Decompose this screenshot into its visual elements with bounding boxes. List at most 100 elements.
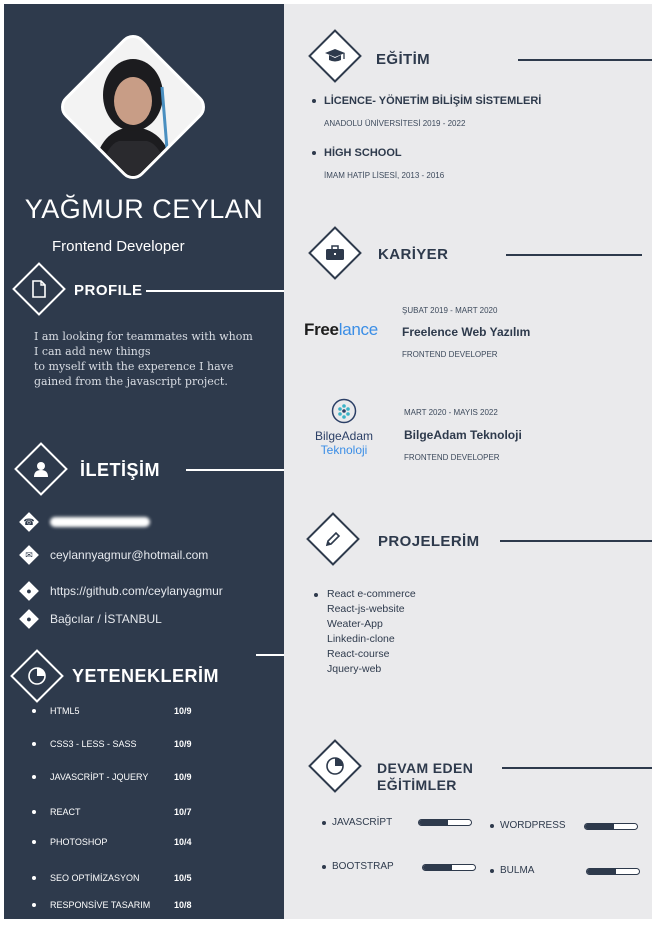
contact-phone: ☎: [19, 512, 150, 532]
main-column: EĞİTİM LİCENCE- YÖNETİM BİLİŞİM SİSTEMLE…: [284, 4, 652, 919]
ongoing-heading-line: EĞİTİMLER: [377, 777, 457, 793]
course-name: JAVASCRİPT: [332, 817, 393, 828]
profile-heading: PROFILE: [74, 282, 143, 299]
skill-item: RESPONSİVE TASARIM 10/8: [32, 900, 192, 910]
skill-item: CSS3 - LESS - SASS 10/9: [32, 739, 192, 749]
ongoing-course: JAVASCRİPT: [322, 817, 392, 828]
skill-item: JAVASCRİPT - JQUERY 10/9: [32, 772, 192, 782]
skill-score: 10/4: [174, 837, 192, 847]
job-company: BilgeAdam Teknoloji: [404, 428, 522, 442]
profile-summary: I am looking for teammates with whom I c…: [34, 329, 274, 389]
skill-score: 10/7: [174, 807, 192, 817]
contact-heading: İLETİŞİM: [80, 460, 160, 480]
logo-text: BilgeAdam: [314, 429, 374, 443]
skill-name: SEO OPTİMİZASYON: [50, 873, 140, 883]
divider: [256, 654, 284, 656]
contact-email[interactable]: ✉ ceylannyagmur@hotmail.com: [19, 545, 209, 565]
pencil-icon: [306, 512, 360, 566]
course-name: BULMA: [500, 865, 535, 876]
project-list: React e-commerce React-js-website Weater…: [314, 587, 416, 677]
email-address[interactable]: ceylannyagmur@hotmail.com: [50, 548, 209, 562]
summary-line: to myself with the experence I have: [34, 360, 234, 373]
logo-text: Teknoloji: [320, 443, 368, 457]
skill-name: PHOTOSHOP: [50, 837, 108, 847]
course-name: WORDPRESS: [500, 820, 566, 831]
ongoing-heading-line: DEVAM EDEN: [377, 760, 474, 776]
pie-chart-icon: [308, 739, 362, 793]
sidebar: YAĞMUR CEYLAN Frontend Developer PROFILE…: [4, 4, 284, 919]
projects-heading: PROJELERİM: [378, 533, 480, 550]
skill-score: 10/9: [174, 739, 192, 749]
skill-item: REACT 10/7: [32, 807, 192, 817]
user-icon: [14, 442, 68, 496]
briefcase-icon: [308, 226, 362, 280]
ongoing-heading: DEVAM EDEN EĞİTİMLER: [377, 760, 473, 794]
divider: [186, 469, 284, 471]
list-item: React-course: [327, 648, 390, 660]
progress-bar: [584, 823, 638, 830]
graduation-cap-icon: [308, 29, 362, 83]
phone-icon: ☎: [19, 512, 39, 532]
job-dates: MART 2020 - MAYIS 2022: [404, 408, 498, 417]
job-role: FRONTEND DEVELOPER: [402, 350, 498, 359]
summary-line: gained from the javascript project.: [34, 375, 228, 388]
skill-score: 10/9: [174, 706, 192, 716]
skill-score: 10/8: [174, 900, 192, 910]
progress-bar: [586, 868, 640, 875]
progress-bar: [422, 864, 476, 871]
skill-name: CSS3 - LESS - SASS: [50, 739, 137, 749]
location-text: Bağcılar / İSTANBUL: [50, 612, 162, 626]
list-item: React-js-website: [327, 603, 405, 615]
divider: [146, 290, 284, 292]
skill-item: PHOTOSHOP 10/4: [32, 837, 192, 847]
job-title: Frontend Developer: [52, 238, 185, 255]
skill-name: RESPONSİVE TASARIM: [50, 900, 151, 910]
education-school: İMAM HATİP LİSESİ, 2013 - 2016: [324, 171, 445, 180]
list-item: Linkedin-clone: [327, 633, 395, 645]
skill-item: SEO OPTİMİZASYON 10/5: [32, 873, 192, 883]
link-icon: ●: [19, 581, 39, 601]
ongoing-course: BOOTSTRAP: [322, 861, 394, 872]
education-heading: EĞİTİM: [376, 51, 431, 68]
job-role: FRONTEND DEVELOPER: [404, 453, 500, 462]
contact-location: ● Bağcılar / İSTANBUL: [19, 609, 162, 629]
list-item: React e-commerce: [314, 587, 416, 602]
profile-photo: [55, 29, 211, 185]
skill-score: 10/9: [174, 772, 192, 782]
bilgeadam-emblem-icon: [331, 398, 357, 424]
list-item: Weater-App: [327, 618, 383, 630]
divider: [502, 767, 652, 769]
education-degree: LİCENCE- YÖNETİM BİLİŞİM SİSTEMLERİ: [312, 95, 541, 107]
ongoing-course: BULMA: [490, 865, 534, 876]
github-link[interactable]: https://github.com/ceylanyagmur: [50, 584, 223, 598]
freelance-logo: Freelance: [304, 320, 378, 339]
progress-bar: [418, 819, 472, 826]
skill-name: HTML5: [50, 706, 80, 716]
skill-name: JAVASCRİPT - JQUERY: [50, 772, 149, 782]
career-heading: KARİYER: [378, 246, 449, 263]
degree-title: HİGH SCHOOL: [324, 147, 402, 159]
document-icon: [12, 262, 66, 316]
summary-line: I am looking for teammates with whom: [34, 330, 253, 343]
bilgeadam-logo: BilgeAdam Teknoloji: [304, 398, 384, 457]
contact-github[interactable]: ● https://github.com/ceylanyagmur: [19, 581, 223, 601]
list-item: Jquery-web: [327, 663, 382, 675]
ongoing-course: WORDPRESS: [490, 820, 566, 831]
redacted-phone: [50, 517, 150, 527]
course-name: BOOTSTRAP: [332, 861, 394, 872]
skill-name: REACT: [50, 807, 81, 817]
skill-score: 10/5: [174, 873, 192, 883]
pie-chart-icon: [10, 649, 64, 703]
resume-page: YAĞMUR CEYLAN Frontend Developer PROFILE…: [4, 4, 652, 919]
job-dates: ŞUBAT 2019 - MART 2020: [402, 306, 498, 315]
education-school: ANADOLU ÜNİVERSİTESİ 2019 - 2022: [324, 119, 466, 128]
degree-title: LİCENCE- YÖNETİM BİLİŞİM SİSTEMLERİ: [324, 95, 542, 107]
location-pin-icon: ●: [19, 609, 39, 629]
education-degree: HİGH SCHOOL: [312, 147, 402, 159]
job-company: Freelence Web Yazılım: [402, 325, 531, 339]
skills-heading: YETENEKLERİM: [72, 666, 220, 686]
divider: [518, 59, 652, 61]
divider: [500, 540, 652, 542]
person-name: YAĞMUR CEYLAN: [24, 194, 264, 224]
mail-icon: ✉: [19, 545, 39, 565]
